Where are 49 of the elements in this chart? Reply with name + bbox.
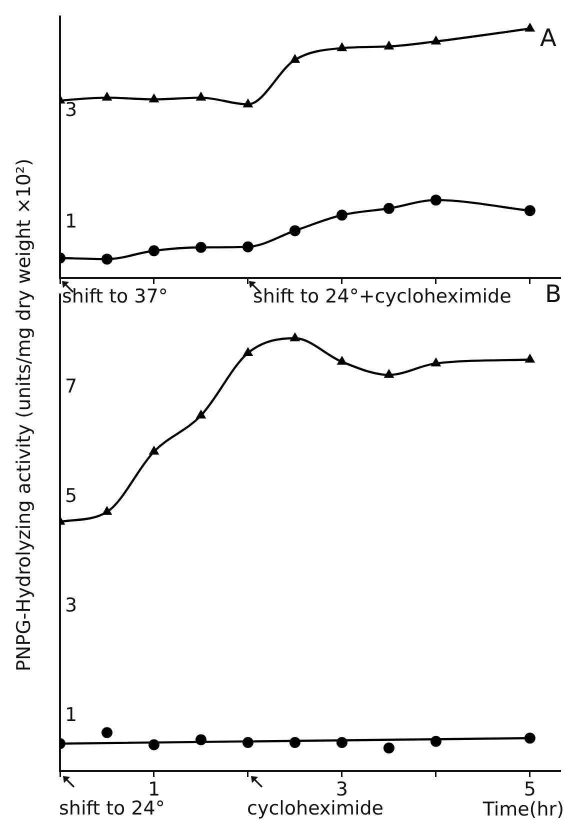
point xyxy=(383,202,394,214)
point xyxy=(102,92,112,101)
point xyxy=(290,54,300,63)
point xyxy=(289,225,300,236)
point xyxy=(524,354,536,363)
point xyxy=(430,357,442,366)
annotation: B xyxy=(545,280,562,308)
point xyxy=(148,446,160,455)
point xyxy=(336,210,348,221)
y-axis-title: PNPG-Hydrolyzing activity (units/mg dry weight ×10²) xyxy=(13,158,35,672)
point xyxy=(148,245,160,256)
annotation: shift to 24°+cycloheximide xyxy=(253,285,512,308)
point xyxy=(195,734,206,746)
point xyxy=(384,40,394,50)
point xyxy=(336,42,348,52)
point xyxy=(101,727,112,738)
point xyxy=(289,737,300,748)
point xyxy=(430,35,442,44)
point xyxy=(430,194,442,206)
point xyxy=(148,739,160,750)
point xyxy=(242,737,254,748)
x-axis-title: Time(hr) xyxy=(482,798,564,820)
point xyxy=(290,332,300,342)
point xyxy=(101,254,112,265)
point xyxy=(102,506,112,515)
point xyxy=(242,98,254,108)
point xyxy=(242,241,254,252)
point xyxy=(430,736,442,747)
annotation: shift to 37° xyxy=(62,285,168,308)
y-tick-label: 3 xyxy=(65,594,78,617)
y-tick-label: 1 xyxy=(65,210,78,232)
point xyxy=(524,732,536,744)
point xyxy=(336,356,348,365)
y-tick-label: 5 xyxy=(65,485,78,508)
point xyxy=(383,742,394,754)
point xyxy=(148,93,160,102)
point xyxy=(384,368,394,378)
point xyxy=(242,347,254,356)
point xyxy=(196,92,206,101)
annotation: A xyxy=(540,24,557,52)
y-tick-label: 1 xyxy=(65,704,78,726)
x-tick-label: 5 xyxy=(524,778,536,800)
y-tick-label: 3 xyxy=(65,98,78,121)
point xyxy=(196,409,206,418)
y-tick-label: 7 xyxy=(65,375,78,398)
point xyxy=(195,242,206,253)
point xyxy=(524,22,536,32)
point xyxy=(524,205,536,216)
point xyxy=(336,737,348,748)
